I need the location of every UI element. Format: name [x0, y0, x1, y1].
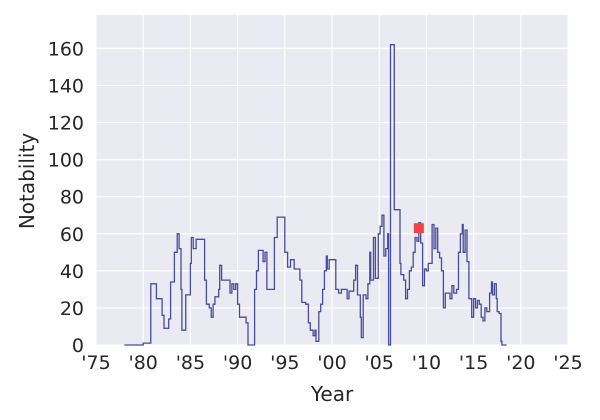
- x-tick-label: '00: [317, 352, 346, 374]
- y-axis-label: Notability: [15, 133, 39, 230]
- y-tick-label: 80: [60, 187, 84, 209]
- x-tick-label: '05: [364, 352, 393, 374]
- y-tick-label: 140: [48, 75, 84, 97]
- y-tick-label: 40: [60, 261, 84, 283]
- y-axis-ticks: 0 20 40 60 80 100 120 140 160: [48, 38, 84, 357]
- x-axis-label: Year: [310, 382, 354, 406]
- x-tick-label: '20: [506, 352, 535, 374]
- x-tick-label: '10: [412, 352, 441, 374]
- x-axis-ticks: '75 '80 '85 '90 '95 '00 '05 '10 '15 '20 '25: [81, 352, 582, 374]
- grid-lines: [95, 15, 569, 346]
- y-tick-label: 0: [72, 335, 84, 357]
- x-tick-label: '95: [270, 352, 299, 374]
- series-line: [124, 44, 507, 346]
- y-tick-label: 60: [60, 224, 84, 246]
- y-tick-label: 20: [60, 298, 84, 320]
- x-tick-label: '90: [223, 352, 252, 374]
- x-tick-label: '15: [459, 352, 488, 374]
- y-tick-label: 100: [48, 150, 84, 172]
- y-tick-label: 160: [48, 38, 84, 60]
- marker-layer: [413, 223, 424, 234]
- series-layer: [124, 44, 507, 346]
- highlight-marker: [413, 223, 424, 234]
- x-tick-label: '75: [81, 352, 110, 374]
- x-tick-label: '25: [553, 352, 582, 374]
- y-tick-label: 120: [48, 113, 84, 135]
- x-tick-label: '85: [176, 352, 205, 374]
- x-tick-label: '80: [128, 352, 157, 374]
